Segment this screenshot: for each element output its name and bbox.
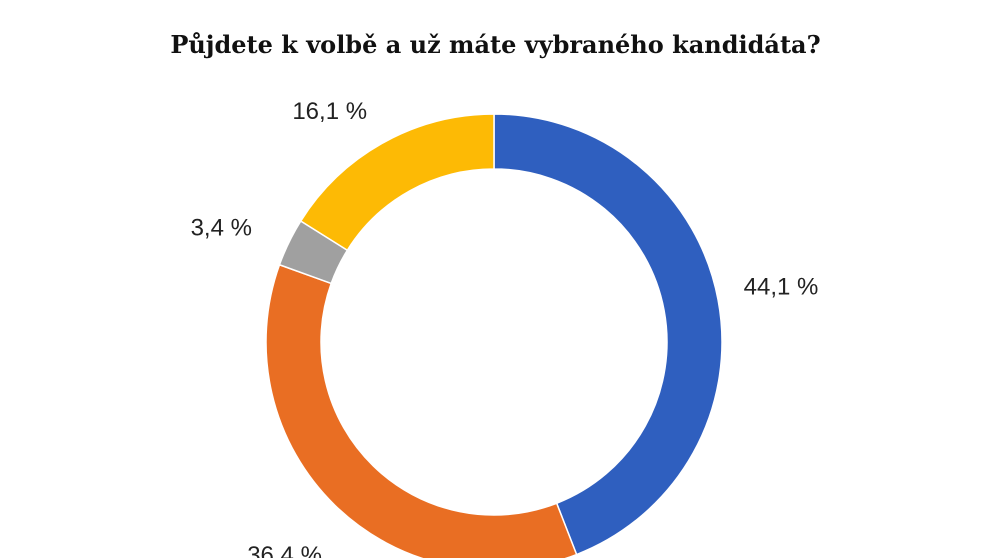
donut-slice-3 [299, 113, 495, 252]
donut-slice-0 [493, 113, 723, 556]
donut-slice-1 [265, 263, 578, 558]
data-label-3: 16,1 % [292, 98, 367, 125]
data-label-2: 3,4 % [191, 215, 252, 242]
donut-slices [265, 113, 723, 558]
data-label-1: 36,4 % [247, 542, 322, 558]
data-label-0: 44,1 % [744, 274, 819, 301]
data-labels: 44,1 % 36,4 % 3,4 % 16,1 % [191, 98, 819, 558]
chart-title: Půjdete k volbě a už máte vybraného kand… [170, 30, 821, 59]
